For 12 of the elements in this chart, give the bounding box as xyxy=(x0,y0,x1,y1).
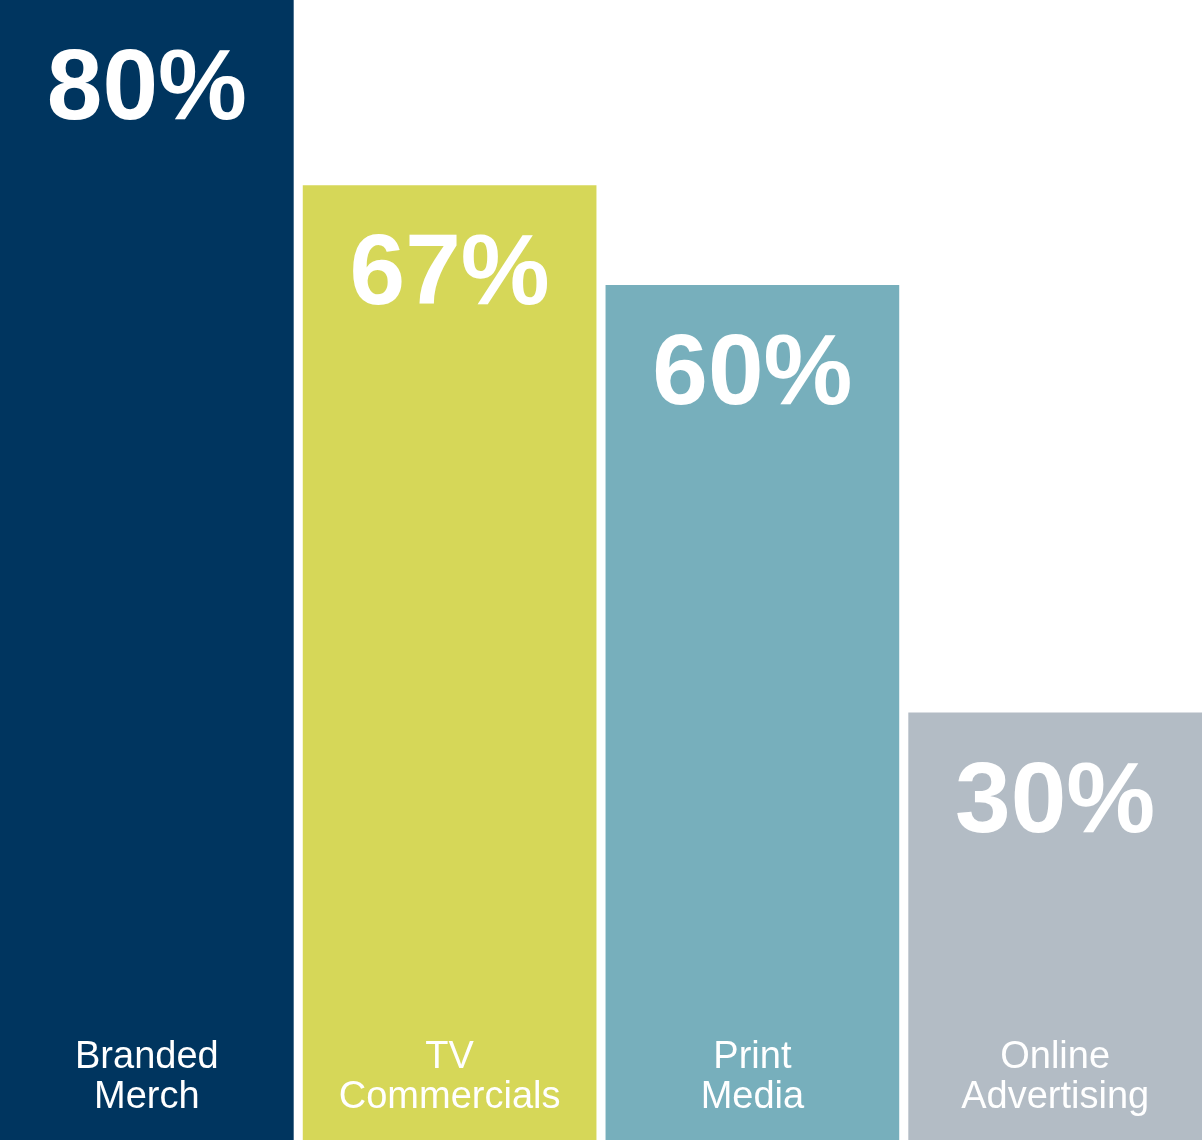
bar xyxy=(605,285,900,1140)
data-label: 80% xyxy=(46,28,247,140)
bar xyxy=(302,185,597,1140)
x-tick-label: TV Commercials xyxy=(338,1034,561,1116)
data-label: 30% xyxy=(955,740,1156,853)
data-label: 60% xyxy=(652,313,853,425)
data-label: 67% xyxy=(349,213,550,326)
x-tick-label: Print Media xyxy=(700,1034,805,1116)
bar xyxy=(0,0,294,1140)
x-tick-label: Branded Merch xyxy=(75,1034,219,1116)
bar xyxy=(908,712,1202,1140)
x-tick-label: Online Advertising xyxy=(961,1034,1150,1116)
